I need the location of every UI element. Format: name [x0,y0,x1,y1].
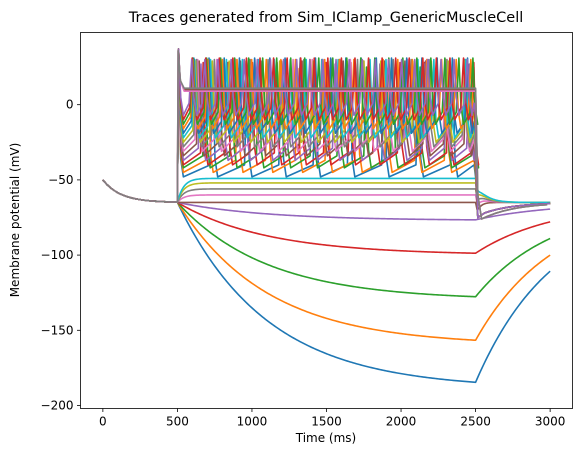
x-tick-label: 1000 [237,415,268,429]
x-tick-label: 0 [99,415,107,429]
trace-28 [102,49,548,220]
x-tick-label: 2000 [386,415,417,429]
y-axis-label: Membrane potential (mV) [8,143,22,298]
x-axis-label: Time (ms) [295,431,357,445]
y-tick-label: −150 [41,323,74,337]
axes-ticks: 0 500 1000 1500 2000 2500 3000 −200 −150 −100 −50 0 [41,98,566,429]
x-tick-label: 500 [166,415,189,429]
y-tick-label: −50 [48,173,73,187]
x-tick-label: 3000 [535,415,566,429]
plot-traces [102,48,551,384]
y-tick-label: −100 [41,248,74,262]
x-tick-label: 1500 [311,415,342,429]
chart-title: Traces generated from Sim_IClamp_Generic… [128,10,524,26]
y-tick-label: 0 [66,98,74,112]
trace-3 [102,179,551,298]
x-tick-label: 2500 [460,415,491,429]
y-tick-label: −200 [41,398,74,412]
